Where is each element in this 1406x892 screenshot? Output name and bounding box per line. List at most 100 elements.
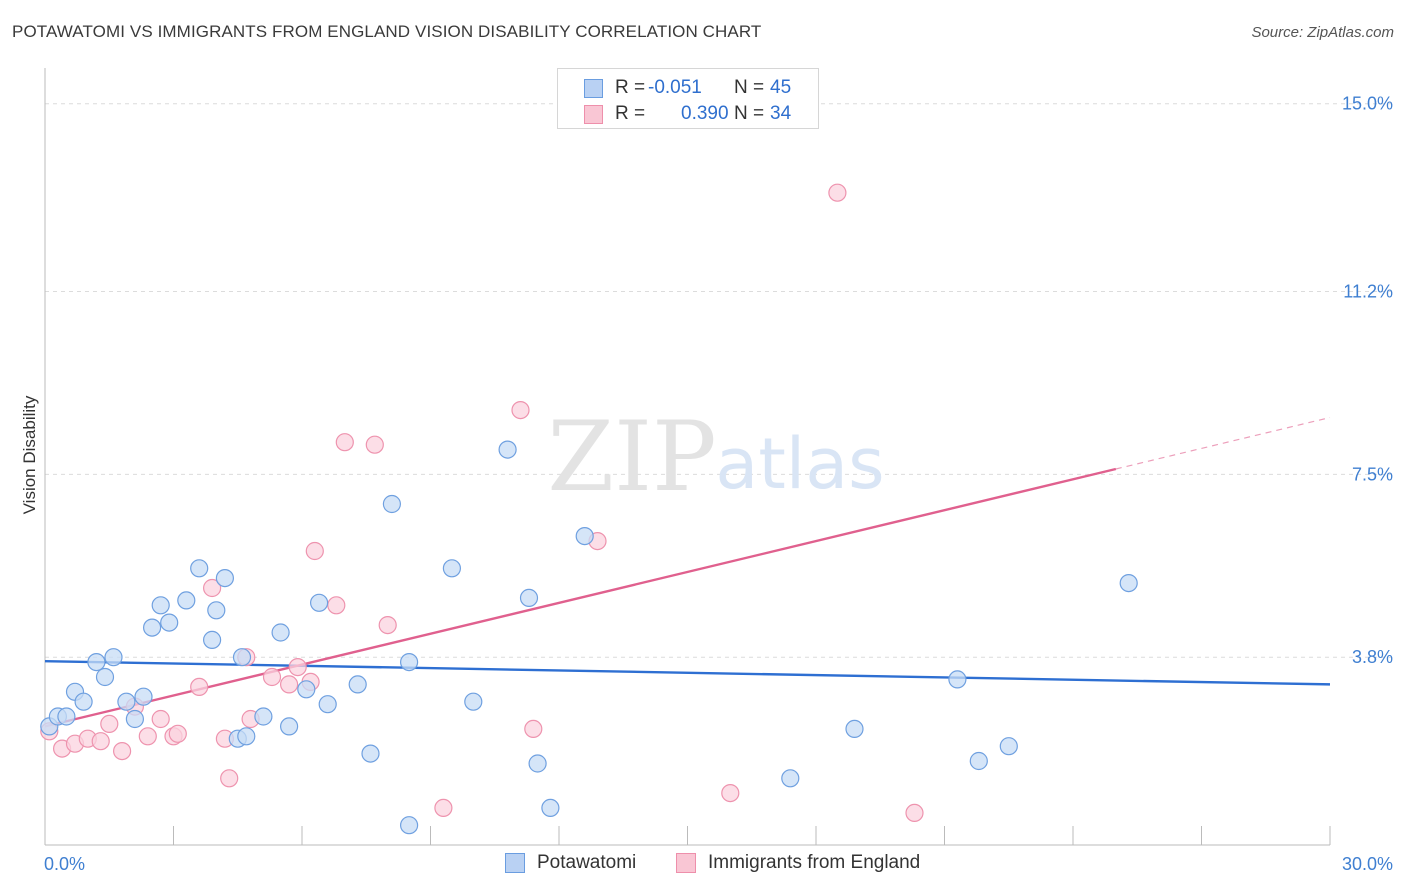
watermark-atlas: atlas: [715, 423, 884, 505]
potawatomi-point: [271, 623, 290, 642]
england-trend-line: [44, 467, 1117, 728]
legend-swatch-pink: [584, 105, 603, 124]
potawatomi-point: [1119, 573, 1138, 593]
trend-layer: [44, 416, 1331, 728]
bottom-legend-swatch-pink: [676, 853, 696, 873]
potawatomi-point: [575, 526, 594, 546]
potawatomi-point: [528, 754, 547, 773]
potawatomi-point: [254, 707, 273, 726]
potawatomi-point: [125, 709, 144, 729]
england-point: [190, 677, 209, 697]
england-point: [721, 783, 740, 803]
england-point: [138, 727, 157, 746]
legend-n-label: N =: [734, 77, 765, 98]
potawatomi-point: [215, 568, 234, 588]
legend-r-value: 0.390: [681, 103, 729, 124]
axis-layer: [44, 68, 1331, 846]
potawatomi-point: [361, 744, 380, 763]
potawatomi-point: [104, 648, 123, 667]
potawatomi-point: [519, 588, 539, 608]
x-tick-label: 30.0%: [1342, 854, 1393, 874]
england-point: [335, 433, 354, 452]
legend-n-value: 34: [770, 103, 792, 124]
potawatomi-point: [498, 440, 517, 459]
england-point: [434, 798, 453, 818]
potawatomi-point: [87, 652, 106, 672]
potawatomi-point: [845, 719, 864, 739]
potawatomi-point: [969, 751, 988, 771]
potawatomi-trend-line: [44, 659, 1331, 686]
england-point: [203, 578, 222, 598]
potawatomi-point: [177, 591, 196, 610]
england-point: [378, 615, 397, 635]
potawatomi-point: [400, 816, 419, 835]
potawatomi-point: [117, 692, 136, 711]
potawatomi-point: [232, 648, 252, 667]
potawatomi-point: [280, 717, 299, 736]
potawatomi-point: [382, 494, 401, 514]
potawatomi-point: [348, 675, 367, 694]
potawatomi-point: [442, 559, 461, 578]
y-axis-title: Vision Disability: [20, 395, 39, 514]
legend-r-label: R =: [615, 77, 646, 98]
potawatomi-point: [297, 680, 316, 699]
legend-r-value: -0.051: [648, 77, 702, 98]
legend-n-value: 45: [770, 77, 792, 98]
potawatomi-point: [203, 630, 222, 650]
tick-label-layer: 3.8% 7.5% 11.2% 15.0% 0.0% 30.0%: [44, 94, 1393, 874]
england-trend-extension: [1115, 416, 1331, 470]
england-point: [524, 719, 543, 739]
potawatomi-point: [781, 769, 800, 788]
points-layer: [40, 183, 1138, 835]
england-point: [305, 541, 324, 561]
legend-n-label: N =: [734, 103, 765, 124]
potawatomi-point: [190, 559, 209, 578]
england-point: [365, 435, 384, 454]
potawatomi-point: [95, 667, 115, 687]
y-tick-label: 3.8%: [1352, 647, 1393, 667]
x-tick-label: 0.0%: [44, 854, 85, 874]
potawatomi-point: [400, 652, 419, 672]
potawatomi-point: [207, 601, 226, 620]
potawatomi-point: [310, 593, 329, 612]
potawatomi-point: [57, 707, 76, 726]
watermark-zip: ZIP: [547, 401, 716, 513]
england-point: [168, 724, 187, 743]
england-point: [112, 741, 132, 761]
bottom-legend-label: Immigrants from England: [708, 852, 921, 873]
potawatomi-point: [134, 687, 153, 706]
england-point: [91, 732, 110, 751]
bottom-legend-label: Potawatomi: [537, 852, 637, 873]
legend-swatch-blue: [584, 79, 603, 98]
england-point: [327, 596, 346, 615]
potawatomi-point: [464, 692, 483, 711]
y-tick-label: 15.0%: [1342, 94, 1393, 114]
potawatomi-point: [999, 737, 1018, 756]
england-point: [288, 657, 307, 677]
potawatomi-point: [541, 798, 560, 818]
y-tick-label: 7.5%: [1352, 464, 1393, 484]
england-point: [828, 183, 847, 202]
england-point: [905, 803, 924, 823]
bottom-legend-swatch-blue: [505, 853, 525, 873]
potawatomi-point: [237, 727, 256, 746]
potawatomi-point: [160, 613, 179, 632]
chart-source: Source: ZipAtlas.com: [1251, 24, 1394, 41]
correlation-legend: R = -0.051 N = 45 R = 0.390 N = 34: [557, 68, 819, 129]
england-point: [511, 401, 530, 420]
watermark: ZIP atlas: [547, 401, 884, 513]
england-point: [151, 709, 170, 729]
england-point: [100, 714, 119, 734]
chart-title: POTAWATOMI VS IMMIGRANTS FROM ENGLAND VI…: [12, 22, 762, 41]
y-tick-label: 11.2%: [1343, 282, 1393, 302]
potawatomi-point: [143, 618, 162, 637]
england-point: [280, 675, 299, 694]
legend-r-label: R =: [615, 103, 646, 124]
potawatomi-point: [948, 670, 967, 689]
grid-layer: [45, 103, 1392, 658]
potawatomi-point: [318, 695, 337, 714]
potawatomi-point: [74, 692, 93, 711]
england-point: [262, 667, 282, 687]
england-point: [220, 769, 239, 788]
